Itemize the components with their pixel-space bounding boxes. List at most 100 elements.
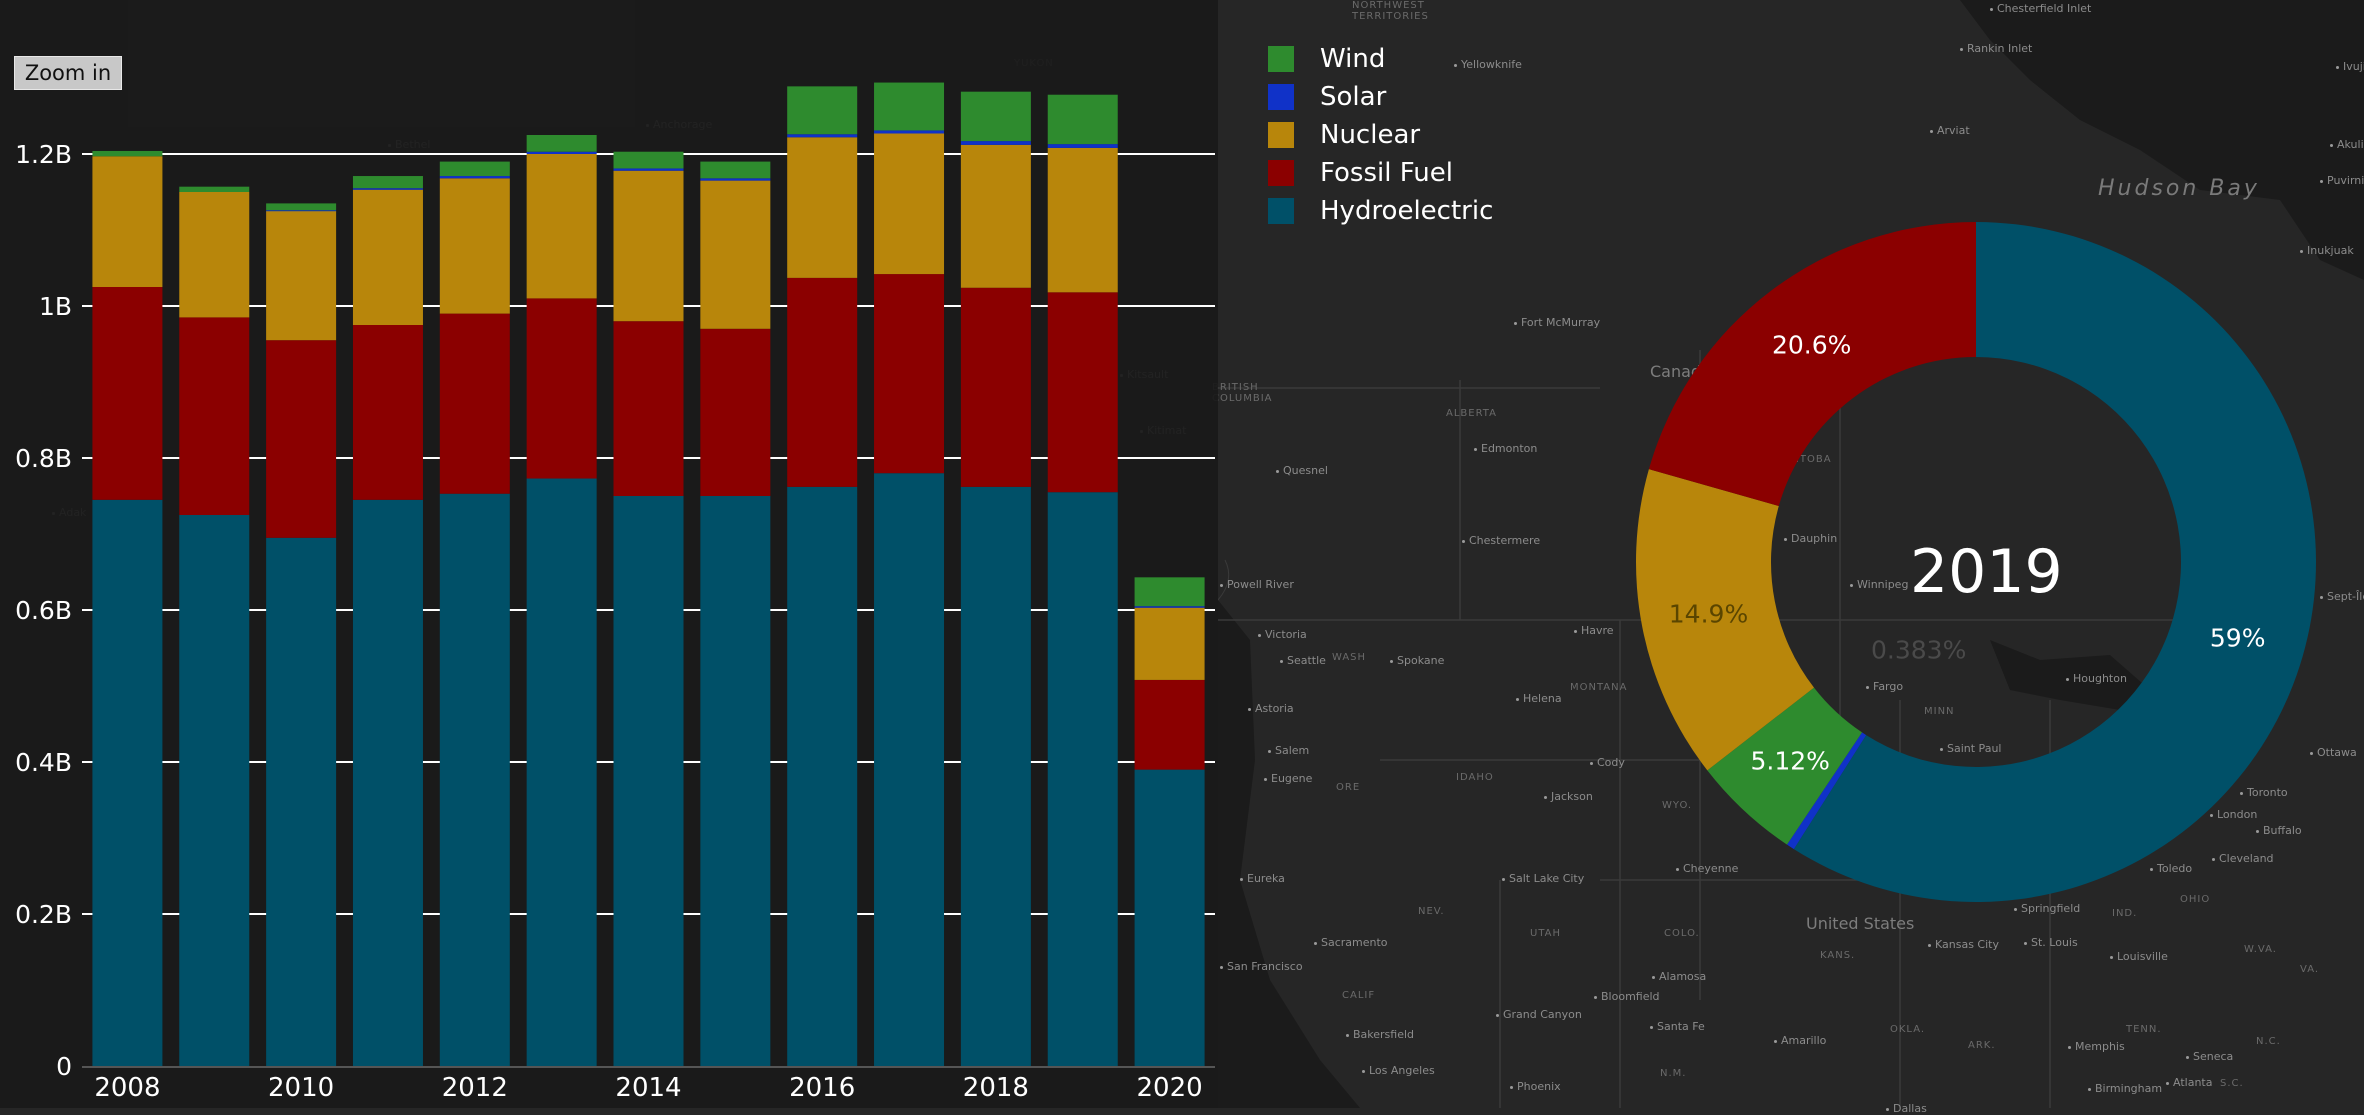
map-label-text: Seneca (2193, 1050, 2234, 1063)
bar-solar-2017[interactable] (874, 130, 945, 134)
bar-wind-2020[interactable] (1134, 577, 1205, 607)
bar-solar-2016[interactable] (787, 134, 858, 138)
donut-slice-nuclear[interactable] (1636, 469, 1815, 771)
city-dot-icon (2068, 1045, 2071, 1049)
bar-fossil-fuel-2016[interactable] (787, 277, 858, 487)
bar-nuclear-2012[interactable] (439, 178, 510, 314)
map-label-santa-fe: Santa Fe (1650, 1020, 1705, 1033)
bar-nuclear-2008[interactable] (92, 156, 163, 287)
map-label-wyo: WYO. (1662, 800, 1692, 811)
bar-fossil-fuel-2015[interactable] (700, 328, 771, 496)
bar-hydroelectric-2019[interactable] (1047, 492, 1118, 1066)
bar-hydroelectric-2016[interactable] (787, 486, 858, 1066)
bar-solar-2013[interactable] (526, 151, 597, 154)
city-dot-icon (1544, 795, 1547, 799)
bar-nuclear-2013[interactable] (526, 154, 597, 299)
bar-wind-2012[interactable] (439, 161, 510, 177)
y-tick-label: 0.2B (15, 900, 72, 929)
bar-solar-2010[interactable] (266, 210, 337, 212)
map-label-text: UTAH (1530, 928, 1562, 939)
map-label-wva: W.VA. (2244, 944, 2277, 955)
bar-hydroelectric-2010[interactable] (266, 537, 337, 1066)
map-label-text: Yellowknife (1461, 58, 1522, 71)
bar-fossil-fuel-2019[interactable] (1047, 292, 1118, 493)
donut-slice-fossil-fuel[interactable] (1648, 222, 1976, 507)
donut-slice-wind[interactable] (1707, 687, 1863, 845)
city-dot-icon (1362, 1069, 1365, 1073)
bar-nuclear-2018[interactable] (960, 144, 1031, 288)
bar-wind-2011[interactable] (352, 176, 423, 189)
bar-solar-2019[interactable] (1047, 144, 1118, 148)
bar-hydroelectric-2012[interactable] (439, 493, 510, 1067)
bar-nuclear-2009[interactable] (179, 192, 250, 318)
bar-nuclear-2011[interactable] (352, 189, 423, 325)
city-dot-icon (1280, 659, 1283, 663)
bar-fossil-fuel-2012[interactable] (439, 313, 510, 494)
legend-item-hydroelectric[interactable]: Hydroelectric (1268, 192, 1493, 230)
city-dot-icon (1990, 7, 1993, 11)
donut-slice-hydroelectric[interactable] (1793, 222, 2316, 902)
legend-item-fossil-fuel[interactable]: Fossil Fuel (1268, 154, 1493, 192)
bar-hydroelectric-2014[interactable] (613, 496, 684, 1066)
map-label-manitoba: MANITOBA (1770, 454, 1832, 465)
bar-wind-2016[interactable] (787, 86, 858, 135)
legend-swatch-nuclear (1268, 122, 1294, 148)
bar-fossil-fuel-2014[interactable] (613, 321, 684, 496)
bar-nuclear-2020[interactable] (1134, 607, 1205, 680)
bar-hydroelectric-2008[interactable] (92, 499, 163, 1066)
bar-fossil-fuel-2018[interactable] (960, 287, 1031, 487)
map-label-text: Fargo (1873, 680, 1904, 693)
bar-nuclear-2014[interactable] (613, 170, 684, 322)
city-dot-icon (1220, 965, 1223, 969)
city-dot-icon (2212, 857, 2215, 861)
bar-wind-2017[interactable] (874, 82, 945, 131)
bar-wind-2018[interactable] (960, 91, 1031, 142)
bar-hydroelectric-2017[interactable] (874, 473, 945, 1066)
bar-hydroelectric-2009[interactable] (179, 515, 250, 1066)
bar-solar-2018[interactable] (960, 141, 1031, 145)
bar-fossil-fuel-2013[interactable] (526, 298, 597, 479)
legend-label: Solar (1320, 82, 1387, 112)
bar-fossil-fuel-2009[interactable] (179, 317, 250, 515)
bar-fossil-fuel-2010[interactable] (266, 340, 337, 538)
bar-wind-2009[interactable] (179, 186, 250, 192)
map-label-victoria: Victoria (1258, 628, 1307, 641)
bar-hydroelectric-2013[interactable] (526, 478, 597, 1066)
coast-detail (1217, 559, 1230, 601)
map-label-okla: OKLA. (1890, 1024, 1925, 1035)
bar-nuclear-2019[interactable] (1047, 147, 1118, 293)
legend-item-nuclear[interactable]: Nuclear (1268, 116, 1493, 154)
bar-nuclear-2010[interactable] (266, 211, 337, 341)
bar-solar-2012[interactable] (439, 176, 510, 179)
bar-hydroelectric-2015[interactable] (700, 496, 771, 1066)
bar-fossil-fuel-2008[interactable] (92, 287, 163, 500)
zoom-in-button[interactable]: Zoom in (14, 56, 122, 90)
bar-wind-2013[interactable] (526, 135, 597, 152)
legend-item-wind[interactable]: Wind (1268, 40, 1493, 78)
legend-item-solar[interactable]: Solar (1268, 78, 1493, 116)
bar-solar-2020[interactable] (1134, 606, 1205, 608)
bar-solar-2014[interactable] (613, 168, 684, 171)
bar-nuclear-2015[interactable] (700, 180, 771, 329)
bar-fossil-fuel-2011[interactable] (352, 325, 423, 500)
bar-solar-2011[interactable] (352, 188, 423, 190)
bar-nuclear-2017[interactable] (874, 133, 945, 275)
bar-wind-2015[interactable] (700, 161, 771, 179)
bar-solar-2015[interactable] (700, 178, 771, 181)
donut-slice-solar[interactable] (1786, 732, 1867, 850)
bar-nuclear-2016[interactable] (787, 137, 858, 278)
bar-wind-2014[interactable] (613, 151, 684, 169)
city-dot-icon (1474, 447, 1477, 451)
map-label-text: Akulivik (2337, 138, 2364, 151)
bar-wind-2008[interactable] (92, 150, 163, 157)
bar-fossil-fuel-2017[interactable] (874, 274, 945, 474)
bar-hydroelectric-2020[interactable] (1134, 769, 1205, 1066)
map-label-text: Fort McMurray (1521, 316, 1601, 329)
bar-wind-2010[interactable] (266, 203, 337, 211)
bar-wind-2019[interactable] (1047, 94, 1118, 145)
bar-fossil-fuel-2020[interactable] (1134, 679, 1205, 770)
bar-hydroelectric-2011[interactable] (352, 499, 423, 1066)
bar-hydroelectric-2018[interactable] (960, 486, 1031, 1066)
city-dot-icon (2320, 179, 2323, 183)
